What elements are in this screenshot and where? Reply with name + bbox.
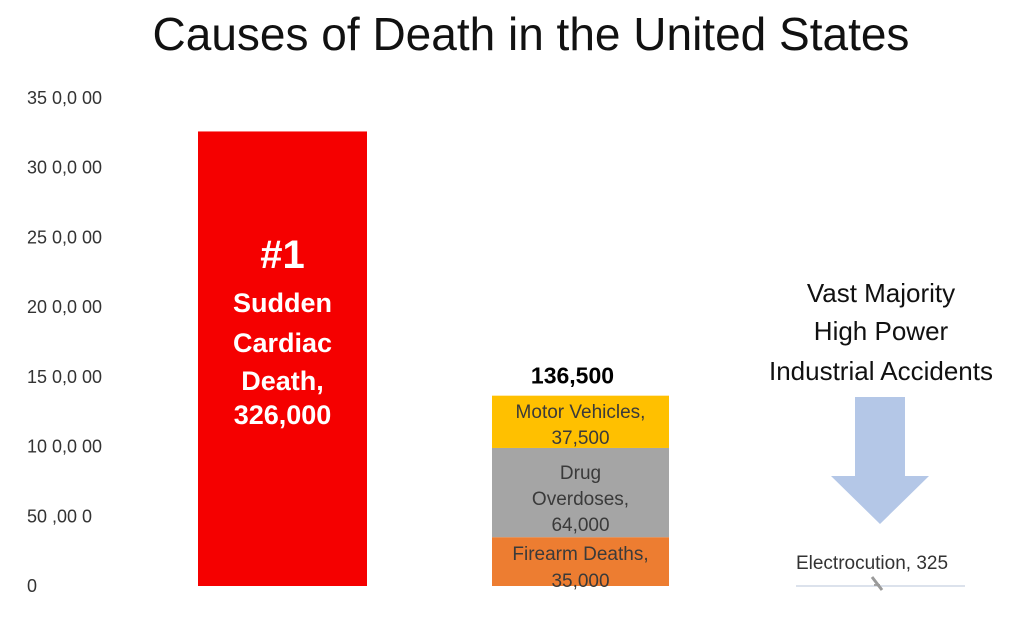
electrocution-leader-line [870, 576, 884, 591]
bar-sudden-cardiac-death-label-3: Death, [241, 366, 324, 396]
y-tick-label-6: 30 0,0 00 [27, 158, 102, 178]
annotation: Vast Majority High Power Industrial Accide… [769, 278, 993, 524]
y-axis: 0 50 ,00 0 10 0,0 00 15 0,0 00 20 0,0 00 25 0… [27, 88, 102, 596]
bar-sudden-cardiac-death-label-2: Cardiac [233, 328, 332, 358]
y-tick-label-0: 0 [27, 576, 37, 596]
bar-segment-motor-vehicles [492, 395, 669, 448]
bar-segment-drug-overdoses-label-1: Overdoses, [532, 489, 629, 510]
y-tick-label-5: 25 0,0 00 [27, 227, 102, 247]
bar-sudden-cardiac-death-label-4: 326,000 [234, 400, 332, 430]
y-tick-label-2: 10 0,0 00 [27, 437, 102, 457]
y-tick-label-1: 50 ,00 0 [27, 506, 92, 526]
bars: #1 Sudden Cardiac Death, 326,000 Firearm Deat… [198, 131, 965, 592]
stacked-bar-total-label: 136,500 [531, 363, 614, 389]
annotation-text-0: Vast Majority [807, 278, 955, 308]
y-tick-label-4: 20 0,0 00 [27, 297, 102, 317]
bar-segment-firearm-deaths-label-0: Firearm Deaths, [512, 544, 648, 565]
bar-sudden-cardiac-death [198, 131, 367, 586]
annotation-text-2: Industrial Accidents [769, 356, 993, 386]
bar-segment-drug-overdoses-label-2: 64,000 [551, 515, 609, 536]
down-arrow-icon [831, 397, 929, 524]
bar-segment-motor-vehicles-label-0: Motor Vehicles, [516, 402, 646, 423]
bar-sudden-cardiac-death-label-1: Sudden [233, 288, 332, 318]
chart-title: Causes of Death in the United States [153, 8, 910, 60]
y-tick-label-3: 15 0,0 00 [27, 367, 102, 387]
annotation-text-1: High Power [814, 316, 949, 346]
y-tick-label-7: 35 0,0 00 [27, 88, 102, 108]
bar-segment-drug-overdoses-label-0: Drug [560, 463, 601, 484]
bar-segment-motor-vehicles-label-1: 37,500 [551, 428, 609, 449]
bar-segment-firearm-deaths [492, 537, 669, 586]
bar-segment-drug-overdoses [492, 447, 669, 538]
bar-electrocution-label: Electrocution, 325 [796, 553, 948, 574]
bar-segment-firearm-deaths-label-1: 35,000 [551, 571, 609, 592]
bar-sudden-cardiac-death-label-0: #1 [260, 233, 305, 277]
